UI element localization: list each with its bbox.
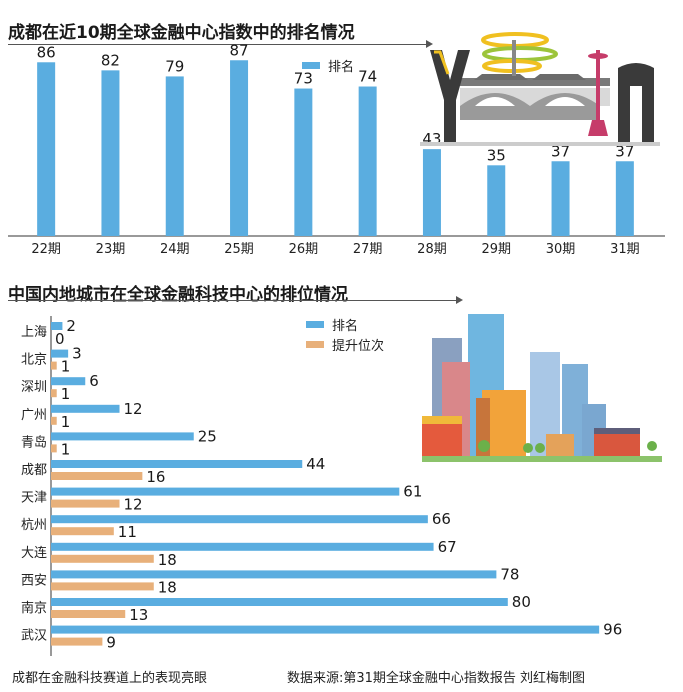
chart1-legend: 排名 <box>302 56 354 75</box>
chart1-title-rule <box>8 44 428 45</box>
chart2-legend-rank-swatch <box>306 321 324 328</box>
chart2-legend-rank-label: 排名 <box>332 319 359 334</box>
chart2-legend-rise-label: 提升位次 <box>332 339 385 354</box>
chart2-legend-rank: 排名 <box>306 315 358 334</box>
city-gate-illustration-icon <box>420 32 660 146</box>
footer-left-caption: 成都在金融科技赛道上的表现亮眼 <box>12 671 208 686</box>
chart2-title-rule <box>8 300 458 301</box>
chart1-legend-swatch <box>302 62 320 69</box>
chart2-title-arrow-icon <box>456 296 463 304</box>
chart1-title-arrow-icon <box>426 40 433 48</box>
footer-source: 数据来源:第31期全球金融中心指数报告 刘红梅制图 <box>287 671 586 686</box>
chart1-legend-label: 排名 <box>328 60 355 75</box>
city-skyline-illustration-icon <box>422 314 662 462</box>
chart2-legend-rise-swatch <box>306 341 324 348</box>
chart2-legend-rise: 提升位次 <box>306 335 384 354</box>
chart2-title: 中国内地城市在全球金融科技中心的排位情况 <box>8 285 348 305</box>
chart1-title: 成都在近10期全球金融中心指数中的排名情况 <box>8 23 355 43</box>
